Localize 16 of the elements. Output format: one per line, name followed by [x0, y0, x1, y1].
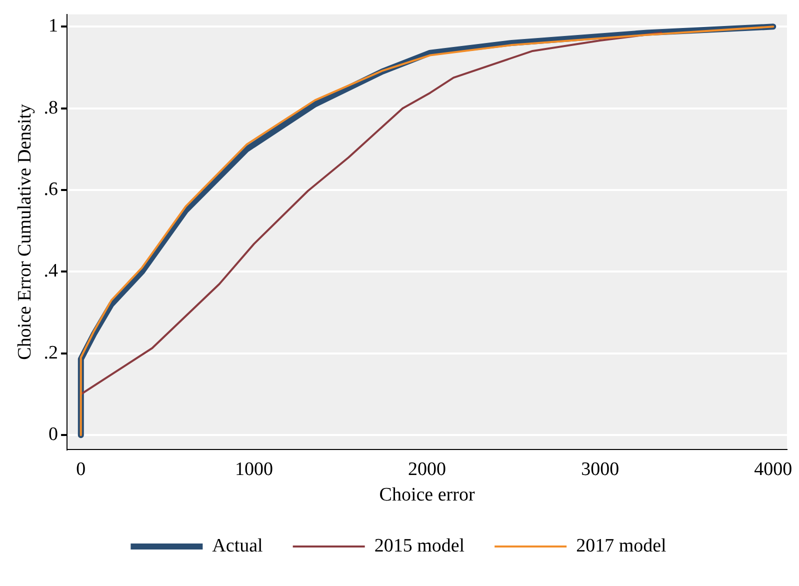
x-axis-title: Choice error — [379, 484, 476, 506]
legend-label: 2017 model — [576, 535, 666, 556]
y-tick-label: .6 — [44, 179, 58, 200]
y-tick-label: 0 — [48, 424, 58, 446]
y-tick-label: .4 — [44, 260, 59, 282]
y-tick-label: .2 — [44, 342, 58, 364]
x-tick-label: 3000 — [581, 458, 620, 480]
y-tick-label: .8 — [44, 97, 58, 118]
x-tick-label: 1000 — [234, 458, 273, 480]
y-axis-title: Choice Error Cumulative Density — [14, 103, 36, 360]
legend-label: Actual — [212, 535, 263, 556]
x-tick-label: 4000 — [754, 458, 792, 480]
x-tick-label: 0 — [76, 458, 86, 480]
x-tick-label: 2000 — [408, 458, 446, 480]
y-tick-label: 1 — [48, 16, 58, 37]
legend-label: 2015 model — [374, 535, 465, 556]
